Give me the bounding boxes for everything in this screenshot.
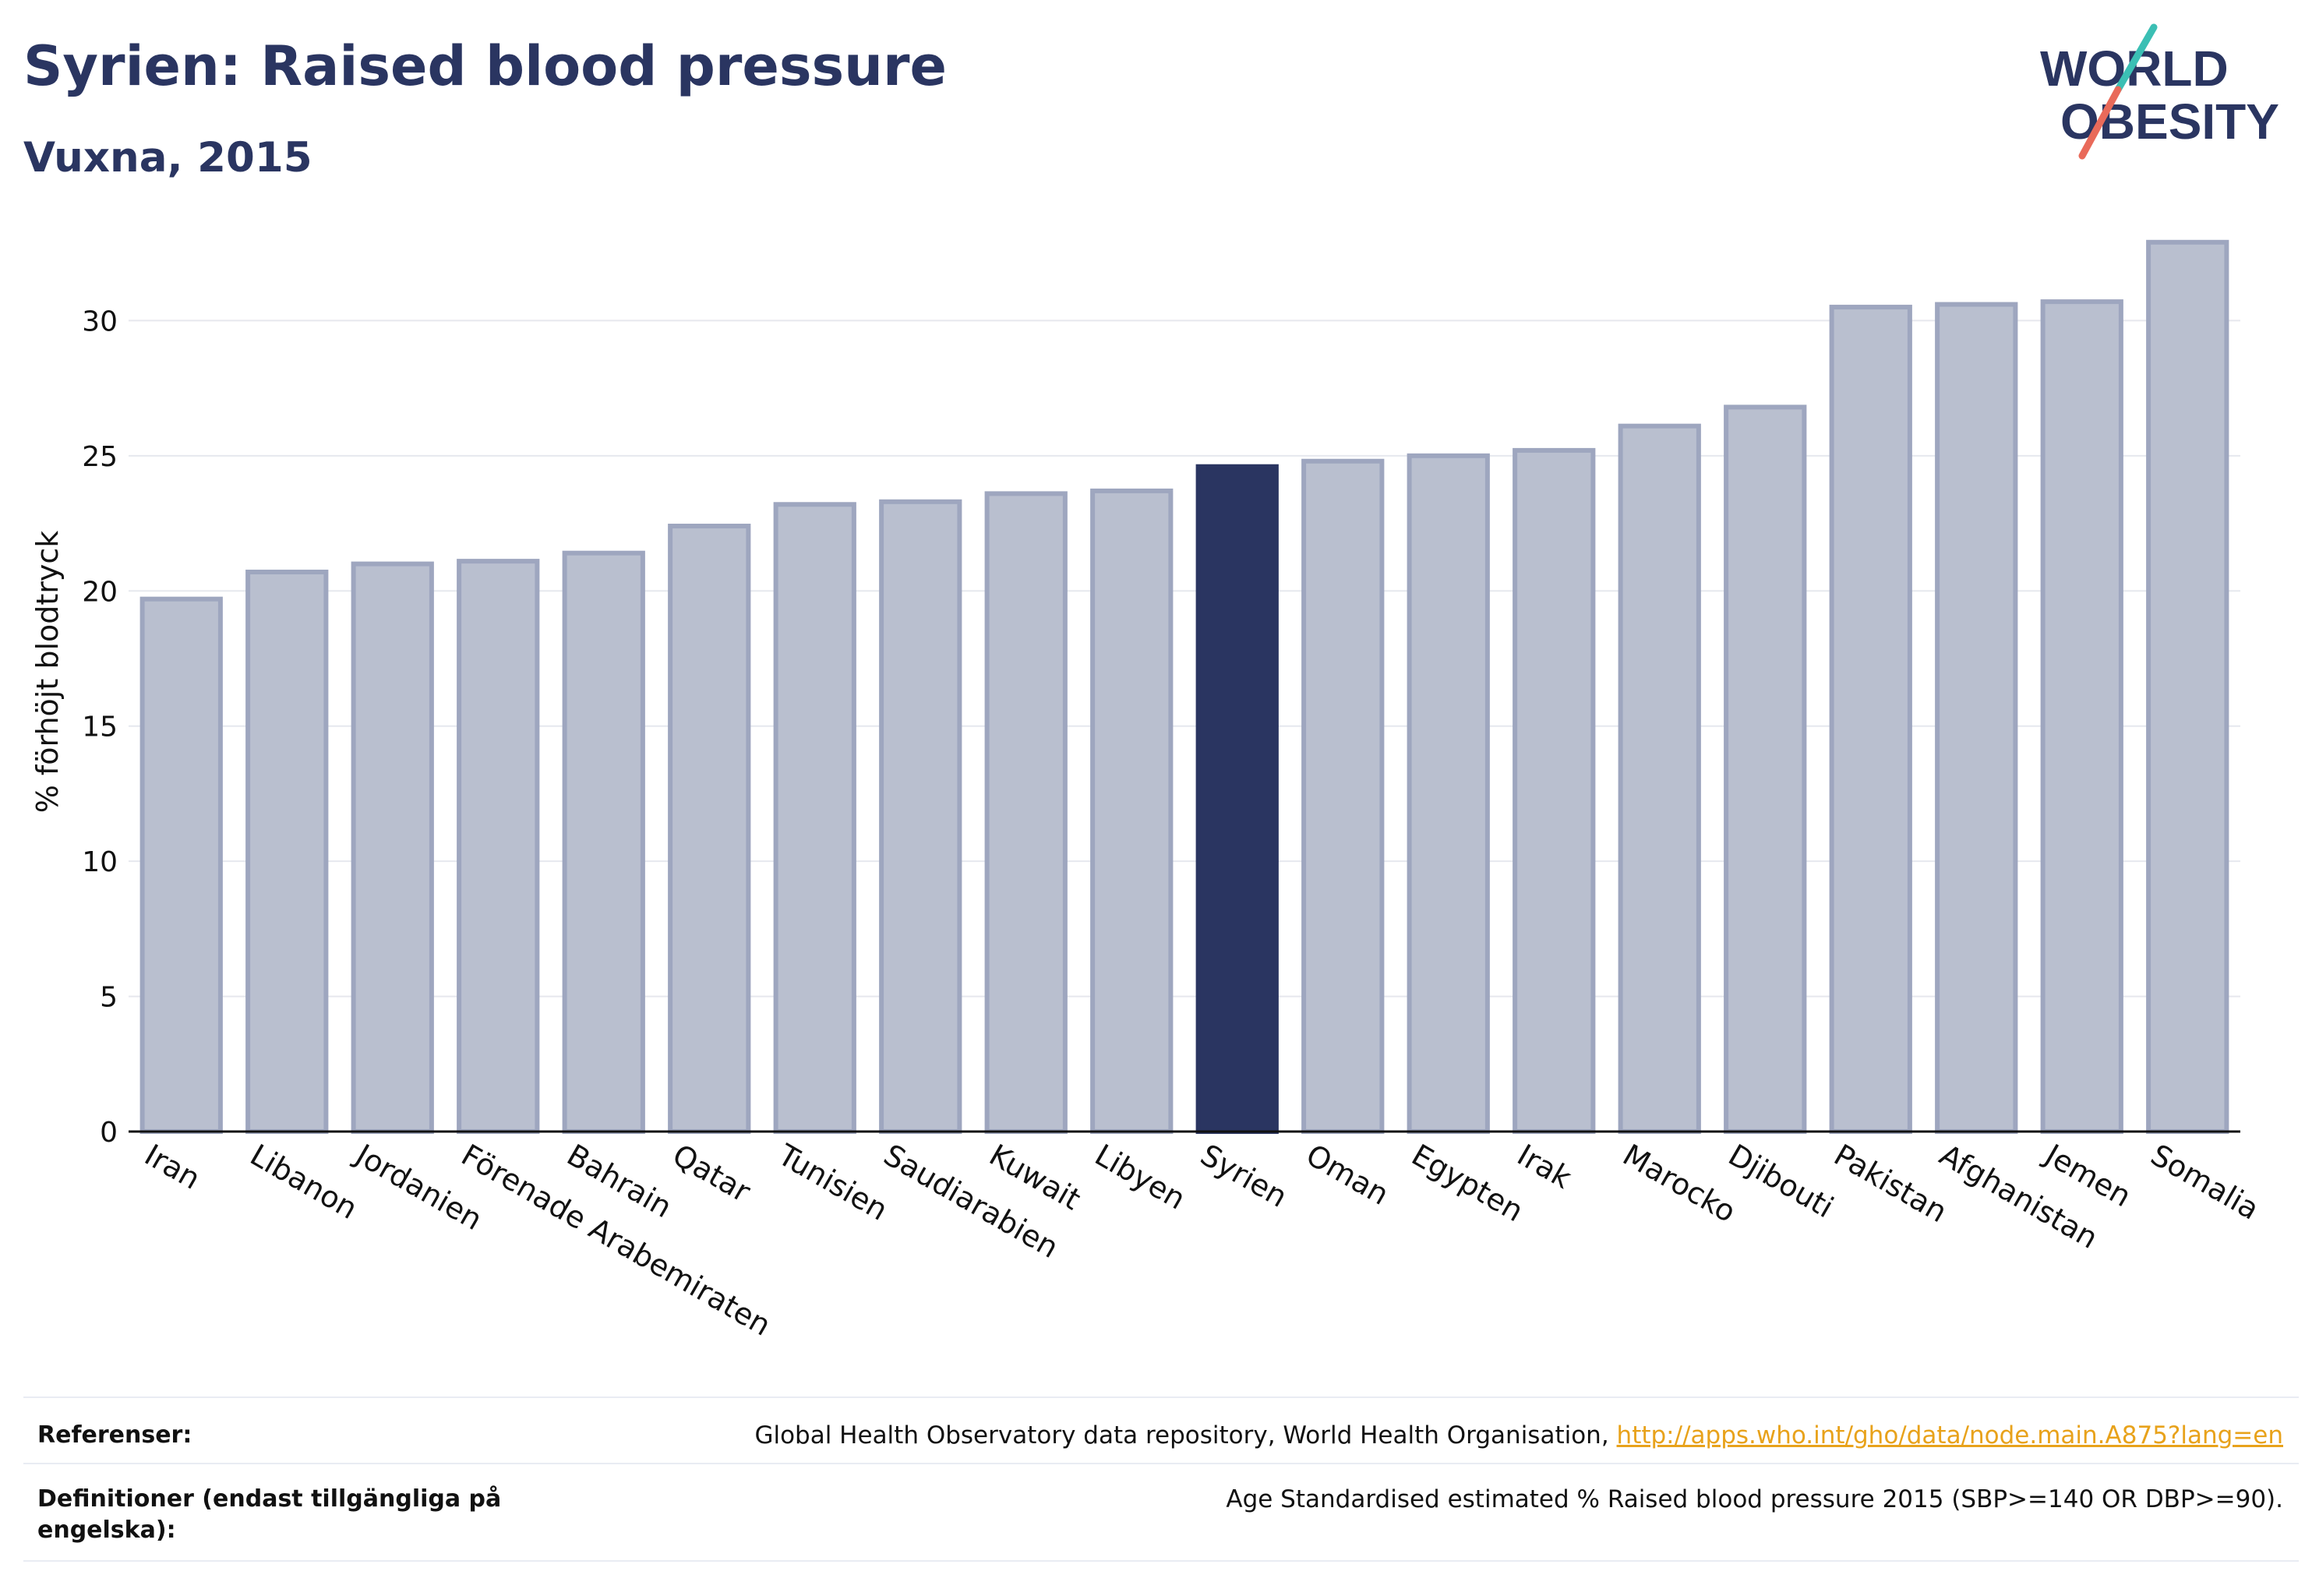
x-tick-label: Egypten: [1406, 1138, 1529, 1229]
y-tick-label: 30: [82, 305, 118, 337]
bar-marocko: [1618, 423, 1701, 1134]
bar-libanon: [245, 569, 329, 1134]
y-tick-label: 0: [100, 1117, 118, 1149]
y-tick-label: 20: [82, 576, 118, 608]
footer-divider-bottom: [23, 1560, 2299, 1562]
footer-divider-top: [23, 1396, 2299, 1398]
definitions-text: Age Standardised estimated % Raised bloo…: [1226, 1485, 2283, 1513]
bar-libyen: [1090, 488, 1174, 1134]
bar-jordanien: [351, 561, 434, 1134]
bar-afghanistan: [1935, 302, 2018, 1134]
x-tick-label: Syrien: [1195, 1138, 1293, 1214]
x-tick-label: Djibouti: [1723, 1138, 1840, 1225]
references-text: Global Health Observatory data repositor…: [754, 1420, 2283, 1451]
bar-tunisien: [773, 502, 856, 1134]
page-subtitle: Vuxna, 2015: [23, 134, 312, 182]
bar-egypten: [1407, 453, 1490, 1134]
x-tick-label: Iran: [139, 1138, 206, 1196]
x-tick-label: Oman: [1301, 1138, 1395, 1212]
references-link[interactable]: http://apps.who.int/gho/data/node.main.A…: [1616, 1421, 2283, 1449]
bar-pakistan: [1829, 305, 1912, 1134]
x-tick-label: Tunisien: [771, 1137, 893, 1227]
x-tick-label: Qatar: [667, 1138, 757, 1209]
y-axis-label: % förhöjt blodtryck: [30, 531, 65, 814]
world-obesity-logo: WORLD OBESITY: [2040, 23, 2279, 160]
bar-syrien: [1195, 464, 1279, 1134]
bars: [139, 239, 2229, 1135]
y-tick-label: 10: [82, 846, 118, 878]
bar-qatar: [668, 524, 751, 1134]
x-tick-label: Somalia: [2145, 1138, 2265, 1227]
y-tick-label: 25: [82, 441, 118, 473]
bar-saudiarabien: [879, 499, 962, 1134]
x-tick-label: Irak: [1512, 1138, 1577, 1195]
x-tick-label: Libanon: [245, 1138, 363, 1226]
y-tick-label: 15: [82, 711, 118, 743]
x-tick-label: Saudiarabien: [878, 1138, 1064, 1265]
logo-line1: WORLD: [2040, 41, 2229, 97]
y-tick-label: 5: [100, 982, 118, 1014]
bar-somalia: [2146, 239, 2229, 1135]
bar-iran: [139, 596, 223, 1134]
references-label: Referenser:: [37, 1421, 192, 1449]
x-tick-label: Libyen: [1089, 1138, 1191, 1216]
logo-accent-teal: [2114, 23, 2158, 94]
page-title: Syrien: Raised blood pressure: [23, 34, 948, 98]
bar-förenade-arabemiraten: [457, 559, 540, 1134]
definitions-label: Definitioner (endast tillgängliga på eng…: [37, 1485, 502, 1544]
footer-divider-middle: [23, 1463, 2299, 1464]
bar-djibouti: [1724, 404, 1807, 1134]
x-tick-label: Marocko: [1617, 1138, 1742, 1230]
bar-bahrain: [562, 550, 645, 1134]
bar-oman: [1301, 458, 1385, 1134]
bar-irak: [1513, 447, 1596, 1134]
logo-accent-coral: [2078, 86, 2122, 160]
grid-lines: [129, 320, 2240, 998]
bar-kuwait: [984, 491, 1068, 1134]
bar-jemen: [2040, 299, 2123, 1134]
references-source: Global Health Observatory data repositor…: [754, 1421, 1609, 1449]
x-tick-label: Pakistan: [1828, 1138, 1953, 1230]
